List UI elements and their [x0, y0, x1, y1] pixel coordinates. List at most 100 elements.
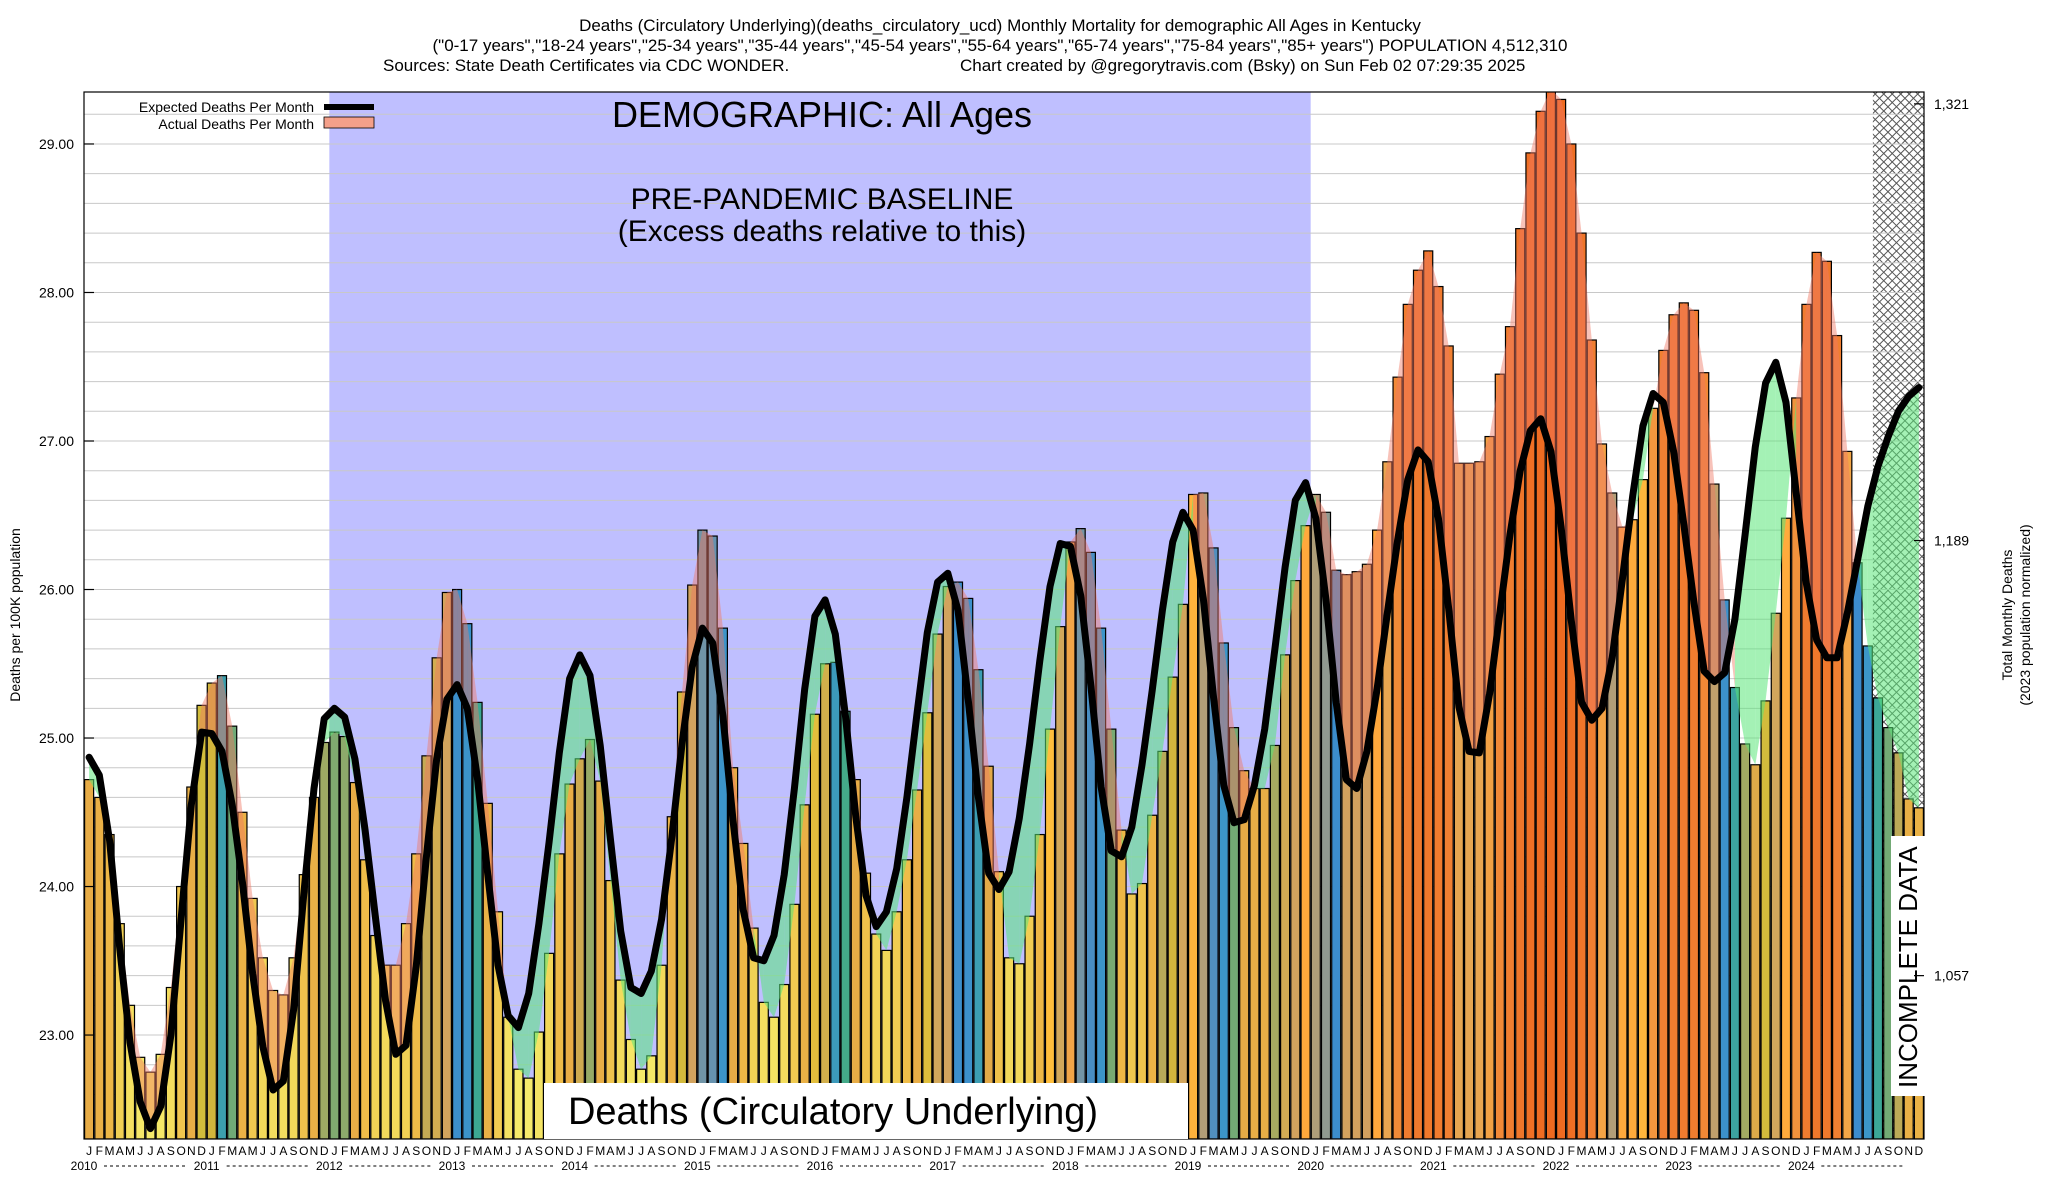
year-label: 2011 — [194, 1159, 220, 1173]
y-axis-label-left: Deaths per 100K population — [7, 528, 23, 702]
month-label: S — [1762, 1144, 1770, 1158]
actual-bar — [1269, 744, 1281, 1139]
month-label: M — [1331, 1144, 1341, 1158]
month-label: M — [841, 1144, 851, 1158]
actual-bar — [942, 585, 953, 1139]
month-label: S — [1148, 1144, 1156, 1158]
excess-area — [406, 853, 417, 1046]
year-label: 2022 — [1543, 1159, 1570, 1173]
month-label: S — [167, 1144, 175, 1158]
actual-bar — [932, 633, 943, 1139]
actual-bar — [1095, 627, 1107, 1139]
excess-area — [1571, 143, 1582, 703]
actual-bar — [1443, 345, 1454, 1139]
month-label: A — [402, 1144, 410, 1158]
month-label: S — [1271, 1144, 1279, 1158]
actual-bar — [1279, 654, 1291, 1139]
y-tick-label: 26.00 — [39, 582, 74, 598]
month-label: J — [1313, 1144, 1319, 1158]
month-label: J — [1190, 1144, 1196, 1158]
y-tick-label: 29.00 — [39, 136, 74, 152]
month-label: F — [1445, 1144, 1452, 1158]
actual-bar — [1177, 603, 1189, 1139]
month-label: J — [1006, 1144, 1012, 1158]
year-label: 2017 — [929, 1159, 956, 1173]
expected-line-layer — [85, 358, 1923, 1133]
actual-bar — [687, 584, 698, 1139]
month-label: N — [923, 1144, 932, 1158]
actual-bar — [227, 725, 238, 1139]
month-label: A — [238, 1144, 246, 1158]
month-label: M — [350, 1144, 360, 1158]
month-label: A — [729, 1144, 737, 1158]
month-label: M — [1474, 1144, 1484, 1158]
actual-bar — [1239, 770, 1250, 1139]
actual-bar — [1760, 700, 1771, 1139]
month-label: F — [1690, 1144, 1697, 1158]
month-label: J — [147, 1144, 153, 1158]
month-label: O — [667, 1144, 676, 1158]
excess-area — [1346, 571, 1357, 789]
actual-bar — [850, 779, 861, 1139]
month-label: M — [1822, 1144, 1832, 1158]
deficit-area — [1765, 362, 1776, 701]
actual-bar — [1780, 517, 1792, 1139]
month-label: N — [1046, 1144, 1055, 1158]
month-label: O — [299, 1144, 308, 1158]
actual-bar — [1842, 450, 1853, 1139]
month-label: N — [555, 1144, 564, 1158]
month-label: N — [1659, 1144, 1668, 1158]
actual-bar — [206, 682, 217, 1139]
actual-bar — [1075, 528, 1086, 1139]
excess-area — [1356, 564, 1367, 789]
month-label: J — [945, 1144, 951, 1158]
month-label: F — [96, 1144, 103, 1158]
deficit-area — [927, 582, 938, 713]
month-label: A — [1261, 1144, 1269, 1158]
actual-bar — [1862, 645, 1873, 1139]
actual-bar — [1607, 492, 1618, 1139]
month-label: M — [1229, 1144, 1239, 1158]
excess-area — [1428, 250, 1439, 519]
month-label: A — [1833, 1144, 1841, 1158]
month-label: J — [628, 1144, 634, 1158]
excess-area — [1653, 350, 1664, 409]
month-label: O — [1035, 1144, 1044, 1158]
month-label: M — [1352, 1144, 1362, 1158]
excess-area — [1602, 443, 1613, 709]
month-label: A — [1588, 1144, 1596, 1158]
month-label: M — [125, 1144, 135, 1158]
actual-bar — [1658, 349, 1669, 1139]
axes-layer: 23.00 24.00 25.00 26.00 27.00 28.00 29.00 1,057… — [39, 96, 1969, 1173]
actual-bar — [1423, 250, 1434, 1139]
actual-bar — [1249, 787, 1260, 1139]
month-label: F — [709, 1144, 716, 1158]
month-label: J — [1487, 1144, 1493, 1158]
month-label: J — [822, 1144, 828, 1158]
month-label: F — [1200, 1144, 1207, 1158]
incomplete-label-box — [1891, 836, 1925, 1096]
actual-bar — [1504, 326, 1516, 1139]
month-label: D — [1547, 1144, 1556, 1158]
month-label: J — [699, 1144, 705, 1158]
month-label: J — [1435, 1144, 1441, 1158]
month-label: N — [187, 1144, 196, 1158]
year-label: 2021 — [1420, 1159, 1447, 1173]
actual-bar — [1300, 525, 1311, 1139]
actual-bar — [1596, 443, 1608, 1139]
month-label: J — [331, 1144, 337, 1158]
month-label: S — [412, 1144, 420, 1158]
month-label: J — [1067, 1144, 1073, 1158]
month-label: A — [116, 1144, 124, 1158]
month-label: A — [1097, 1144, 1105, 1158]
deficit-area — [753, 928, 764, 1003]
month-label: N — [1414, 1144, 1423, 1158]
month-label: J — [1609, 1144, 1615, 1158]
month-label: M — [473, 1144, 483, 1158]
year-label: 2016 — [807, 1159, 834, 1173]
month-label: M — [984, 1144, 994, 1158]
month-label: F — [1077, 1144, 1084, 1158]
month-label: J — [1558, 1144, 1564, 1158]
year-label: 2013 — [439, 1159, 466, 1173]
title-box — [544, 1083, 1188, 1139]
